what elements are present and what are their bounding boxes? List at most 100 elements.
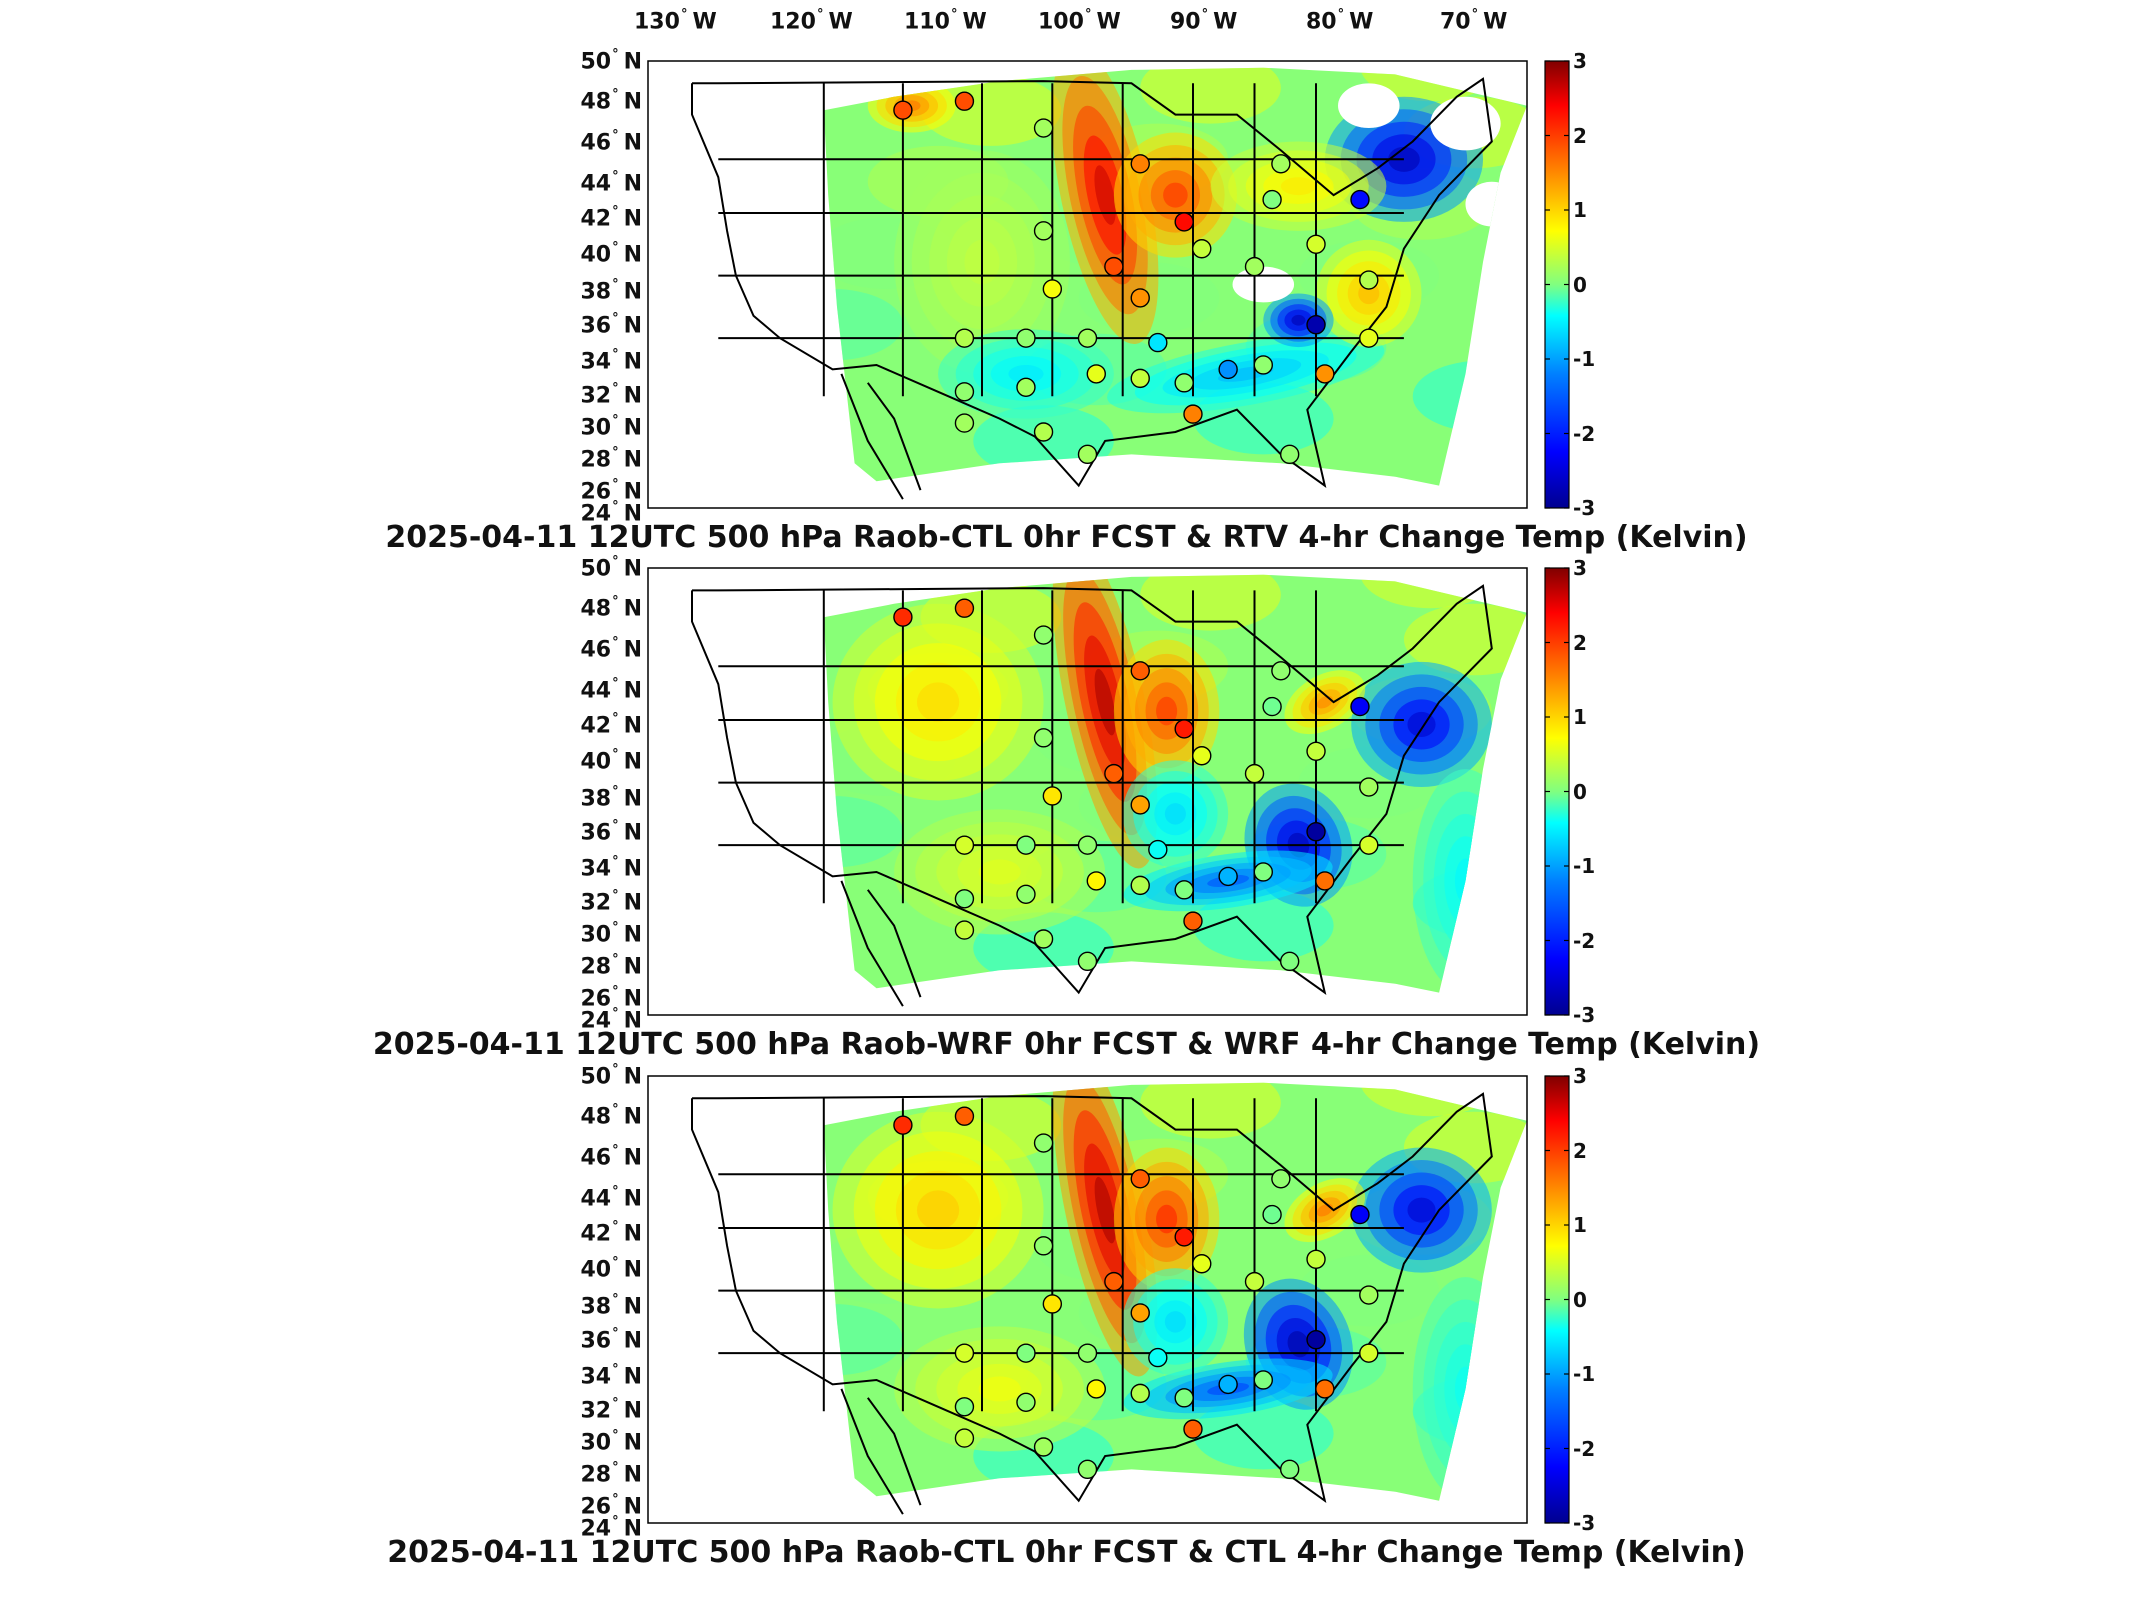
latitude-value: 28 (580, 954, 612, 980)
latitude-label: 50° N (580, 1062, 642, 1090)
latitude-value: 50 (580, 1064, 612, 1090)
latitude-label: 30° N (580, 413, 642, 441)
latitude-value: 42 (580, 1221, 612, 1247)
raob-station-marker (1192, 1254, 1212, 1274)
raob-station-marker (1033, 1236, 1054, 1256)
latitude-value: 38 (580, 1294, 612, 1320)
raob-station-marker (1306, 1330, 1326, 1350)
longitude-value: 110 (904, 9, 950, 35)
latitude-unit: N (623, 1364, 642, 1390)
raob-station-marker (954, 413, 975, 433)
latitude-label: 34° N (580, 1362, 642, 1390)
colorbar (1544, 567, 1570, 1016)
latitude-label: 30° N (580, 920, 642, 948)
raob-station-marker (954, 1397, 975, 1417)
raob-station-marker (1350, 696, 1370, 717)
raob-station-marker (893, 607, 913, 627)
latitude-unit: N (623, 1008, 642, 1034)
colorbar-tick-label: 3 (1573, 1064, 1587, 1088)
latitude-unit: N (623, 713, 642, 739)
longitude-label: 100° W (1038, 7, 1121, 35)
raob-station-marker (1042, 279, 1063, 299)
colorbar-tick-label: 1 (1573, 705, 1587, 729)
latitude-label: 28° N (580, 952, 642, 980)
latitude-unit: N (623, 383, 642, 409)
map-panel-1 (647, 60, 1528, 509)
panel-title: 2025-04-11 12UTC 500 hPa Raob-WRF 0hr FC… (372, 1027, 1761, 1062)
latitude-value: 26 (580, 1494, 612, 1520)
longitude-unit: W (828, 9, 853, 35)
raob-station-marker (1262, 696, 1282, 717)
latitude-value: 50 (580, 556, 612, 582)
latitude-value: 30 (580, 922, 612, 948)
latitude-value: 46 (580, 130, 612, 156)
latitude-label: 24° N (580, 1006, 642, 1034)
latitude-label: 34° N (580, 347, 642, 375)
latitude-value: 48 (580, 1104, 612, 1130)
raob-station-marker (1174, 212, 1194, 232)
latitude-value: 32 (580, 890, 612, 916)
latitude-label: 36° N (580, 311, 642, 339)
colorbar-tick-label: 2 (1573, 123, 1587, 148)
raob-station-marker (1279, 951, 1300, 972)
raob-station-marker (1306, 234, 1326, 254)
latitude-label: 26° N (580, 984, 642, 1012)
raob-station-marker (1262, 189, 1282, 210)
latitude-label: 32° N (580, 888, 642, 916)
longitude-unit: W (692, 9, 717, 35)
latitude-value: 44 (580, 678, 612, 704)
map-frame (647, 60, 1528, 509)
raob-station-marker (1077, 1459, 1098, 1480)
latitude-unit: N (623, 922, 642, 948)
colorbar-tick-label: -2 (1573, 1436, 1596, 1461)
longitude-label: 70° W (1440, 7, 1508, 35)
raob-station-marker (1218, 866, 1238, 887)
latitude-label: 44° N (580, 169, 642, 197)
latitude-unit: N (623, 349, 642, 375)
latitude-label: 46° N (580, 635, 642, 663)
colorbar-tick-label: -3 (1573, 496, 1596, 520)
raob-station-marker (1148, 332, 1168, 353)
raob-station-marker (1086, 1379, 1106, 1399)
raob-station-marker (1033, 221, 1054, 241)
latitude-label: 38° N (580, 1292, 642, 1320)
latitude-unit: N (623, 1328, 642, 1354)
raob-station-marker (1033, 1437, 1054, 1457)
raob-station-marker (1350, 1204, 1370, 1225)
raob-station-marker (954, 598, 975, 618)
temperature-field (823, 67, 1527, 486)
latitude-label: 48° N (580, 1102, 642, 1130)
raob-station-marker (1192, 239, 1212, 259)
latitude-label: 46° N (580, 128, 642, 156)
raob-station-marker (1077, 835, 1098, 855)
longitude-label: 120° W (770, 7, 853, 35)
colorbar-tick-label: -1 (1573, 854, 1596, 878)
latitude-value: 50 (580, 49, 612, 75)
latitude-value: 38 (580, 279, 612, 305)
latitude-value: 34 (580, 1364, 612, 1390)
raob-station-marker (1016, 1392, 1036, 1413)
latitude-label: 32° N (580, 1396, 642, 1424)
latitude-unit: N (623, 447, 642, 473)
latitude-label: 24° N (580, 1514, 642, 1542)
longitude-unit: W (1096, 9, 1121, 35)
panel-title: 2025-04-11 12UTC 500 hPa Raob-CTL 0hr FC… (387, 1535, 1746, 1570)
latitude-unit: N (623, 890, 642, 916)
colorbar-tick-label: -3 (1573, 1511, 1596, 1535)
latitude-unit: N (623, 242, 642, 268)
raob-station-marker (954, 889, 975, 909)
latitude-label: 44° N (580, 1184, 642, 1212)
latitude-value: 48 (580, 89, 612, 115)
raob-station-marker (1077, 951, 1098, 972)
latitude-unit: N (623, 130, 642, 156)
longitude-value: 80 (1306, 9, 1337, 35)
raob-station-marker (1306, 822, 1326, 842)
raob-station-marker (1174, 1388, 1194, 1408)
longitude-value: 100 (1038, 9, 1084, 35)
latitude-value: 44 (580, 1186, 612, 1212)
longitude-value: 70 (1440, 9, 1471, 35)
raob-station-marker (1315, 364, 1335, 384)
colorbar-tick-label: -2 (1573, 421, 1596, 446)
latitude-value: 32 (580, 1398, 612, 1424)
